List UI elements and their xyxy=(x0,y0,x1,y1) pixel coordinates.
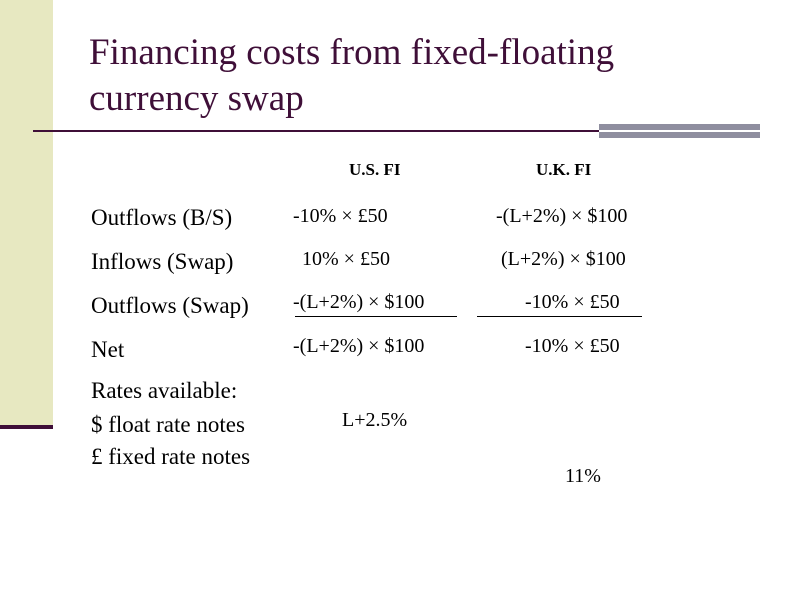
cell-us-outflows-swap: -(L+2%) × $100 xyxy=(293,291,425,313)
underline-uk-outflows-swap xyxy=(477,316,642,317)
row-label-outflows-swap: Outflows (Swap) xyxy=(91,293,249,318)
rate-value-fixed-notes: 11% xyxy=(565,465,601,487)
rates-heading: Rates available: xyxy=(91,378,238,403)
cell-us-outflows-bs: -10% × £50 xyxy=(293,205,388,227)
cell-uk-outflows-bs: -(L+2%) × $100 xyxy=(496,205,628,227)
cell-uk-outflows-swap: -10% × £50 xyxy=(525,291,620,313)
title-divider-block xyxy=(599,124,760,138)
rate-label-fixed-notes: £ fixed rate notes xyxy=(91,444,251,469)
row-label-outflows-bs: Outflows (B/S) xyxy=(91,205,233,230)
rate-value-float-notes: L+2.5% xyxy=(342,409,408,431)
decorative-side-band-foot xyxy=(0,425,53,429)
title-divider-line xyxy=(33,130,760,132)
cell-us-inflows-swap: 10% × £50 xyxy=(302,248,390,270)
row-label-inflows-swap: Inflows (Swap) xyxy=(91,249,234,274)
slide-title: Financing costs from fixed-floating curr… xyxy=(89,32,615,119)
column-header-uk-fi: U.K. FI xyxy=(536,160,592,179)
underline-us-outflows-swap xyxy=(295,316,457,317)
rate-label-float-notes: $ float rate notes xyxy=(91,412,245,437)
cell-us-net: -(L+2%) × $100 xyxy=(293,335,425,357)
cell-uk-inflows-swap: (L+2%) × $100 xyxy=(501,248,626,270)
cell-uk-net: -10% × £50 xyxy=(525,335,620,357)
row-label-net: Net xyxy=(91,337,125,362)
decorative-side-band xyxy=(0,0,53,428)
column-header-us-fi: U.S. FI xyxy=(349,160,401,179)
